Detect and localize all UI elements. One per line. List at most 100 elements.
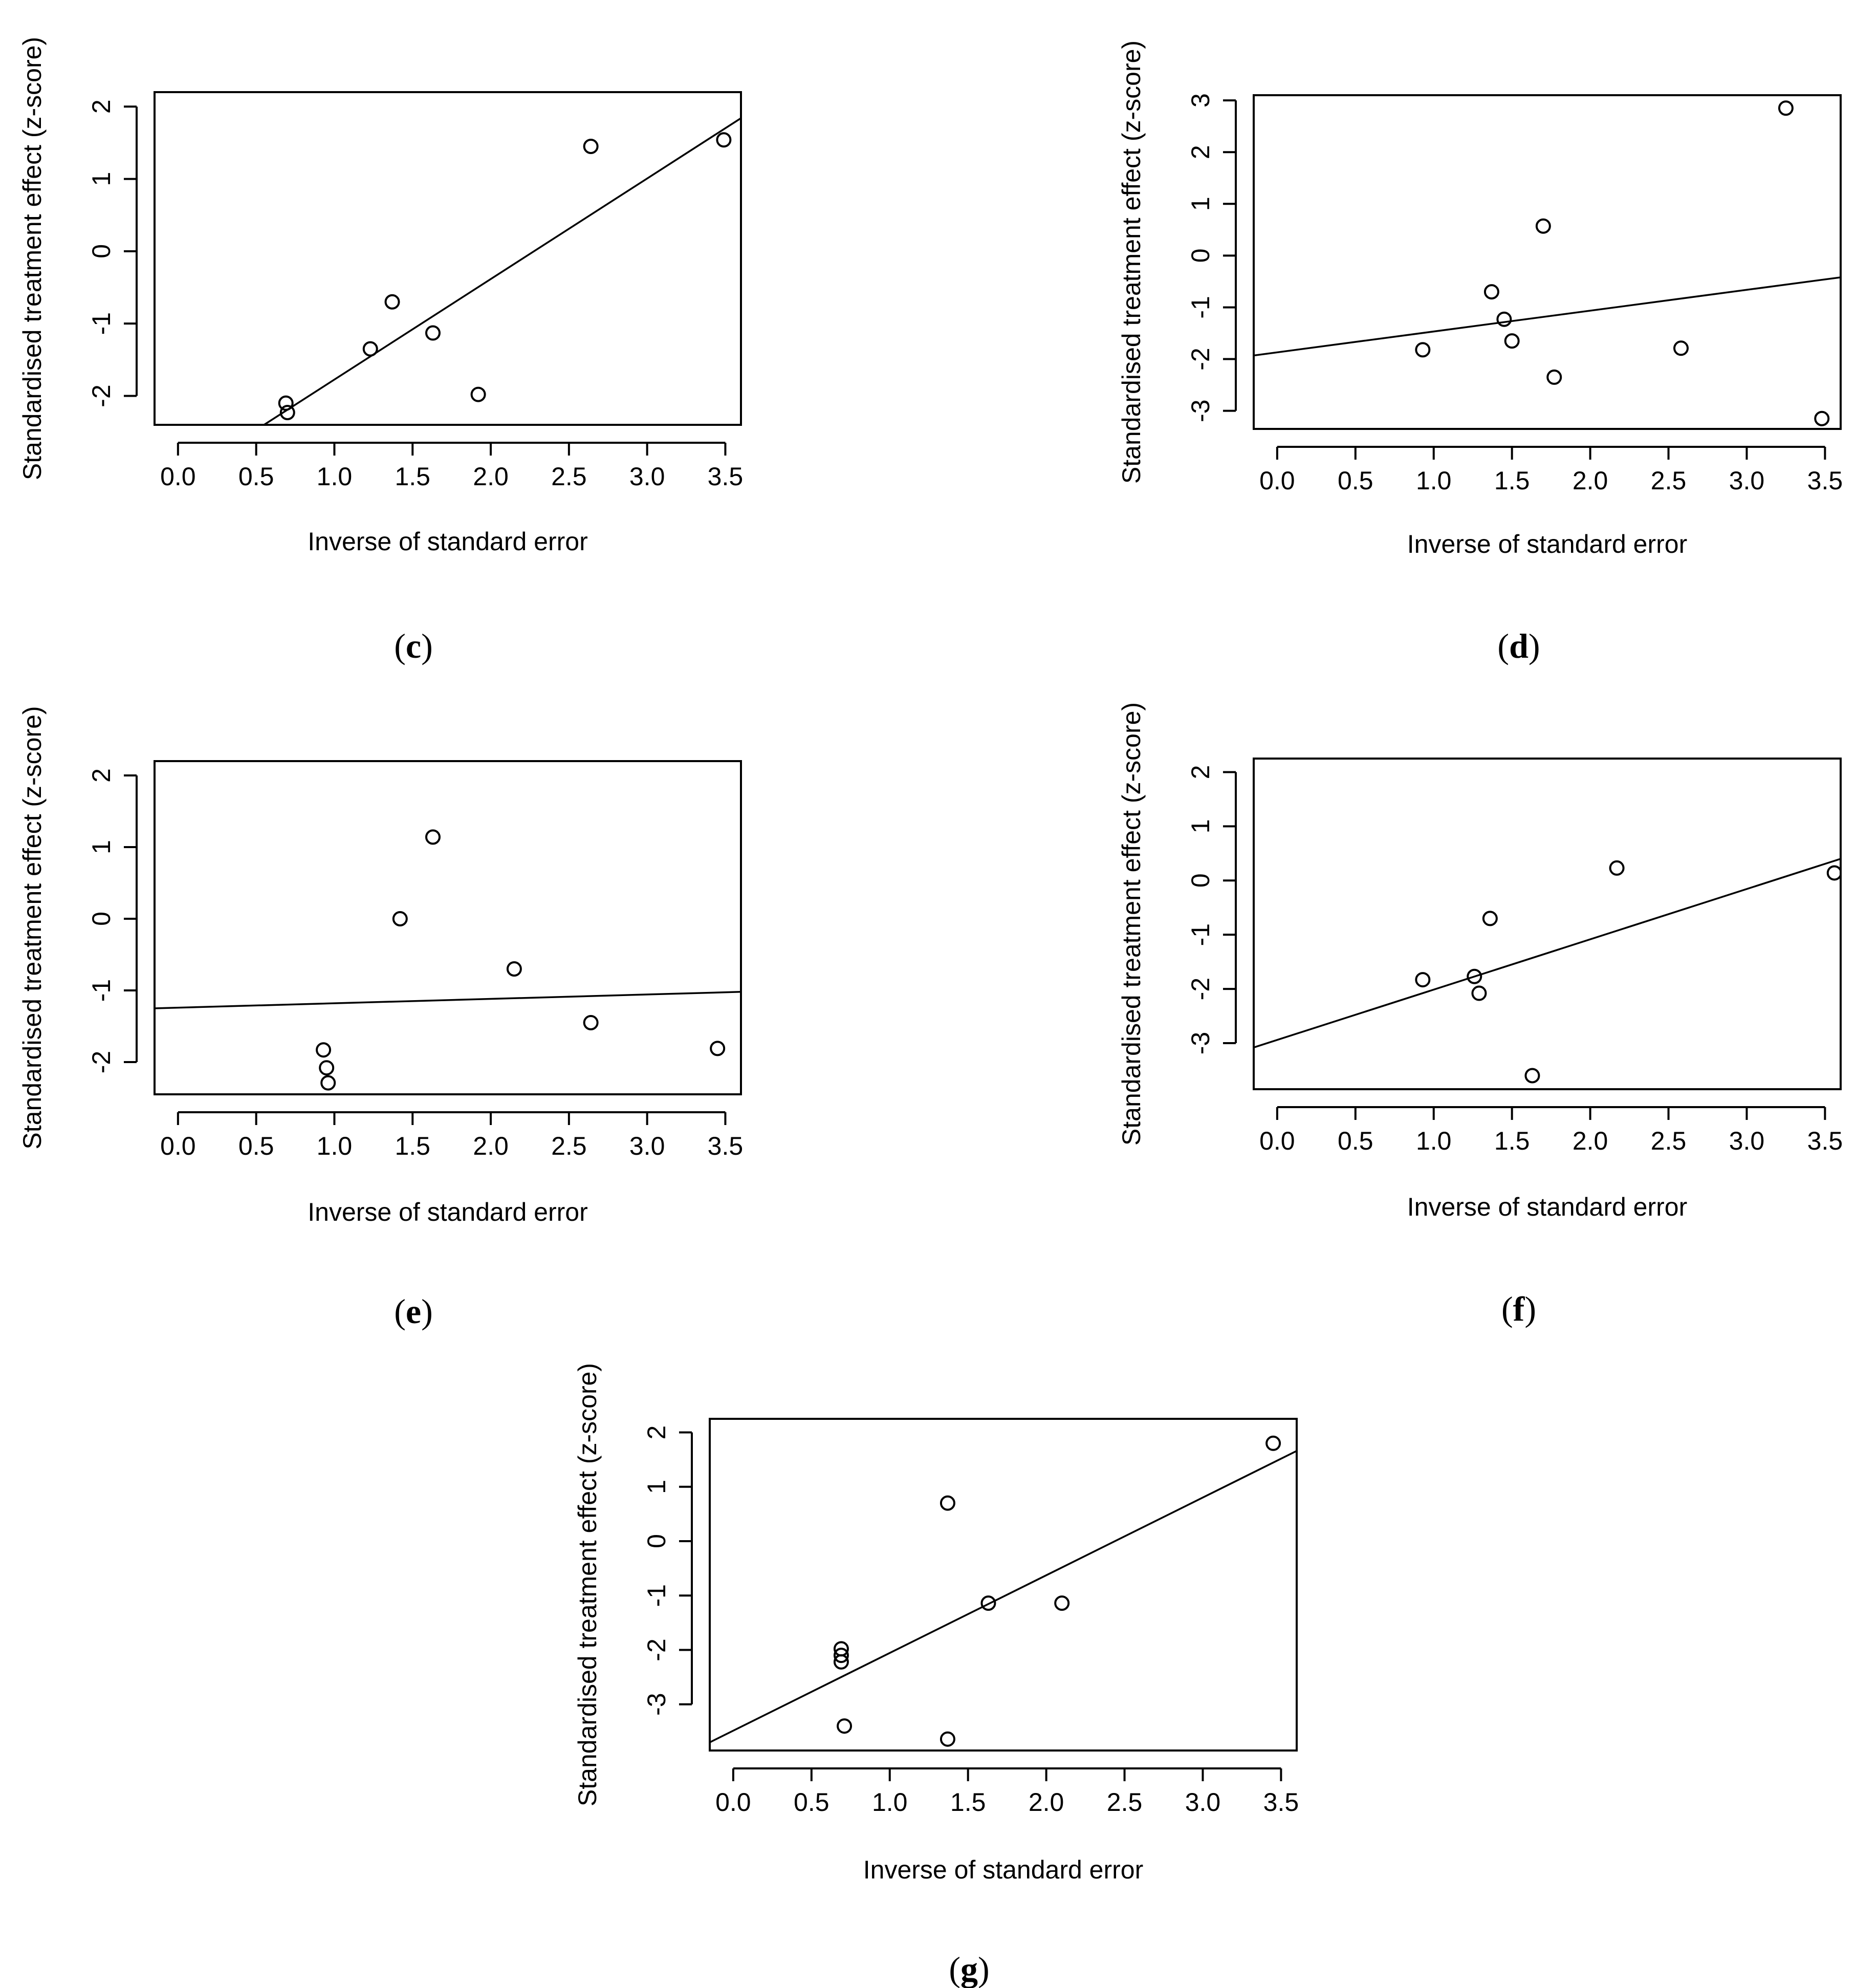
plot-frame (154, 760, 742, 1095)
x-tick-label: 1.0 (1416, 466, 1452, 495)
y-tick-label: 1 (1186, 197, 1215, 211)
y-tick-label: 2 (1186, 765, 1215, 780)
panel-d: 0.0 0.5 1.0 1.5 2.0 2.5 3.0 3.5 -3 -2 -1 0 1 2 3 Invers… (1117, 40, 1843, 665)
data-point (1826, 865, 1841, 881)
x-tick-label: 0.5 (794, 1788, 829, 1817)
plot-data-area (1254, 100, 1841, 426)
y-tick-label: 2 (87, 99, 116, 114)
x-tick-label: 1.0 (1416, 1127, 1452, 1155)
data-point (1496, 311, 1512, 327)
x-tick-label: 0.5 (238, 462, 274, 491)
panel-caption: (e) (394, 1292, 433, 1331)
data-point (1673, 340, 1689, 356)
x-tick-label: 2.0 (1573, 466, 1608, 495)
data-point (1504, 333, 1520, 349)
data-point (1415, 342, 1431, 358)
x-tick-label: 1.0 (872, 1788, 908, 1817)
x-tick-label: 3.0 (1729, 466, 1765, 495)
x-tick-label: 3.5 (708, 1132, 744, 1160)
x-tick-label: 0.0 (160, 1132, 196, 1160)
panel-caption-letter: c (406, 626, 421, 665)
x-tick-label: 0.5 (1338, 466, 1373, 495)
regression-line (263, 117, 741, 425)
x-tick-label: 2.0 (1573, 1127, 1608, 1155)
panel-caption: (c) (394, 626, 433, 665)
panel-caption: (d) (1497, 626, 1540, 665)
panel-caption-letter: f (1513, 1289, 1525, 1328)
data-point (278, 395, 294, 411)
x-tick-label: 2.5 (1651, 1127, 1687, 1155)
y-tick-label: -2 (87, 1051, 116, 1073)
x-tick-label: 2.0 (1029, 1788, 1064, 1817)
y-tick-label: 2 (87, 768, 116, 783)
data-point (470, 386, 486, 402)
panel-e: 0.0 0.5 1.0 1.5 2.0 2.5 3.0 3.5 -2 -1 0 1 2 Inverse o… (18, 706, 743, 1331)
y-axis-title: Standardised treatment effect (z-score) (1117, 40, 1146, 484)
y-tick-label: -1 (642, 1584, 671, 1607)
x-tick-label: 0.0 (1259, 466, 1295, 495)
data-point (362, 341, 378, 357)
x-tick-label: 2.0 (473, 1132, 509, 1160)
x-tick-label: 0.0 (1259, 1127, 1295, 1155)
data-point (710, 1041, 726, 1056)
data-point (1415, 972, 1431, 988)
x-tick-label: 2.0 (473, 462, 509, 491)
x-tick-label: 3.0 (1729, 1127, 1765, 1155)
y-tick-label: 1 (87, 172, 116, 186)
y-axis-title: Standardised treatment effect (z-score) (1117, 702, 1146, 1146)
plot-data-area (155, 829, 741, 1091)
data-point (1778, 100, 1794, 116)
y-tick-label: -1 (1186, 923, 1215, 946)
x-axis-title: Inverse of standard error (308, 527, 588, 556)
y-tick-label: 0 (642, 1534, 671, 1548)
x-axis-title: Inverse of standard error (863, 1855, 1144, 1884)
data-point (583, 138, 599, 154)
data-point (1265, 1435, 1281, 1451)
x-tick-label: 2.5 (1651, 466, 1687, 495)
regression-line (155, 991, 741, 1009)
data-point (1471, 985, 1487, 1001)
panel-f: 0.0 0.5 1.0 1.5 2.0 2.5 3.0 3.5 -3 -2 -1 0 1 2 Inverse… (1117, 702, 1843, 1328)
regression-line (1254, 858, 1841, 1049)
data-point (833, 1648, 849, 1663)
regression-line (1254, 276, 1841, 357)
x-tick-label: 3.5 (708, 462, 744, 491)
panel-g: 0.0 0.5 1.0 1.5 2.0 2.5 3.0 3.5 -3 -2 -1 0 1 2 Inverse… (573, 1363, 1299, 1988)
data-point (837, 1718, 853, 1734)
x-tick-label: 1.5 (395, 1132, 430, 1160)
x-tick-label: 0.5 (238, 1132, 274, 1160)
x-tick-label: 0.5 (1338, 1127, 1373, 1155)
y-axis-title: Standardised treatment effect (z-score) (573, 1363, 602, 1806)
y-tick-label: -1 (87, 979, 116, 1002)
panel-caption: (f) (1501, 1289, 1536, 1328)
panel-caption-letter: e (406, 1292, 421, 1331)
x-axis-title: Inverse of standard error (308, 1198, 588, 1226)
x-tick-label: 2.5 (551, 462, 587, 491)
data-point (279, 404, 295, 420)
plot-frame (1253, 758, 1842, 1090)
x-tick-label: 0.0 (715, 1788, 751, 1817)
panel-caption-letter: d (1509, 626, 1529, 665)
y-tick-label: -2 (642, 1638, 671, 1661)
x-tick-label: 3.5 (1807, 466, 1843, 495)
x-tick-label: 1.0 (317, 1132, 353, 1160)
x-tick-label: 1.0 (317, 462, 353, 491)
y-tick-label: 1 (87, 840, 116, 854)
data-point (384, 294, 400, 310)
y-tick-label: 0 (87, 244, 116, 258)
x-tick-label: 2.5 (1107, 1788, 1143, 1817)
y-tick-label: -3 (1186, 399, 1215, 422)
x-tick-label: 3.0 (629, 462, 665, 491)
x-tick-label: 3.0 (629, 1132, 665, 1160)
data-point (1814, 410, 1830, 426)
data-point (940, 1495, 955, 1511)
y-tick-label: -2 (87, 384, 116, 407)
panel-caption-letter: g (960, 1950, 978, 1988)
y-tick-label: 0 (87, 912, 116, 926)
y-tick-label: 1 (642, 1480, 671, 1494)
y-axis-title: Standardised treatment effect (z-score) (18, 37, 47, 480)
y-tick-label: -1 (87, 312, 116, 335)
y-tick-label: 0 (1186, 248, 1215, 263)
data-point (980, 1595, 996, 1611)
